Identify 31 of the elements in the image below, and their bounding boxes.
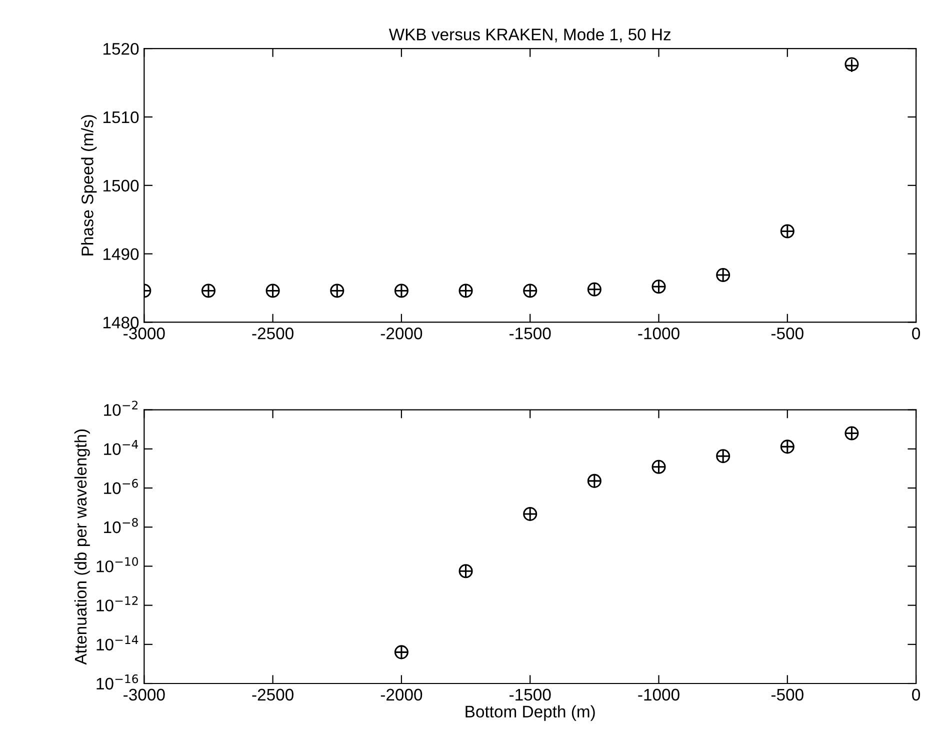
- y-tick-label: 1520: [103, 42, 139, 55]
- x-tick-label: 0: [912, 328, 920, 340]
- y-axis-title: Attenuation (db per wavelength): [74, 430, 90, 665]
- y-tick-label: 10$^{−12}$: [96, 596, 138, 612]
- y-tick-label: 10$^{−2}$: [104, 400, 138, 416]
- x-tick-label: -2500: [252, 328, 294, 340]
- x-tick-label: -500: [771, 688, 804, 701]
- x-tick-label: -500: [771, 328, 804, 340]
- x-tick-label: -2500: [252, 688, 294, 701]
- y-tick-label: 1500: [103, 180, 139, 192]
- x-tick-label: -1500: [510, 328, 551, 340]
- y-tick-label: 1480: [103, 316, 139, 328]
- y-axis-title: Phase Speed (m/s): [81, 115, 97, 256]
- y-tick-label: 10$^{−8}$: [104, 518, 138, 534]
- y-tick-label: 10$^{−6}$: [104, 478, 138, 494]
- x-tick-label: -2000: [380, 328, 422, 340]
- y-tick-label: 10$^{−14}$: [96, 635, 138, 650]
- y-tick-label: 10$^{−4}$: [104, 440, 138, 456]
- y-tick-label: 10$^{−10}$: [96, 557, 138, 572]
- y-tick-label: 10$^{−16}$: [96, 674, 138, 690]
- x-tick-label: 0: [912, 688, 920, 701]
- x-tick-label: -3000: [124, 328, 165, 340]
- x-tick-label: -1000: [638, 328, 680, 340]
- x-tick-label: -3000: [124, 688, 165, 701]
- x-axis-title: Bottom Depth (m): [466, 705, 595, 721]
- chart-title: WKB versus KRAKEN, Mode 1, 50 Hz: [388, 28, 671, 42]
- y-tick-label: 1510: [103, 111, 139, 124]
- x-tick-label: -1500: [510, 688, 551, 701]
- y-tick-label: 1490: [103, 248, 139, 260]
- x-tick-label: -1000: [638, 688, 680, 701]
- x-tick-label: -2000: [380, 688, 422, 701]
